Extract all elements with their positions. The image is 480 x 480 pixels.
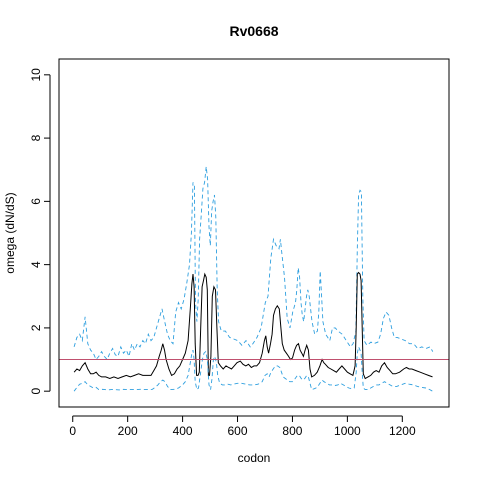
x-axis: 0 200 400 600 800 1000 1200 — [69, 415, 416, 438]
y-tick-label: 2 — [29, 324, 43, 331]
series-line-lower-bound — [73, 345, 433, 392]
x-tick-label: 200 — [118, 424, 138, 438]
y-tick-label: 4 — [29, 261, 43, 268]
plot-frame — [58, 58, 450, 408]
y-axis-label: omega (dN/dS) — [3, 192, 17, 273]
x-axis-label: codon — [238, 451, 271, 465]
y-tick-label: 8 — [29, 134, 43, 141]
chart-title: Rv0668 — [229, 23, 278, 39]
x-tick-label: 400 — [173, 424, 193, 438]
x-tick-label: 0 — [69, 424, 76, 438]
y-tick-label: 10 — [29, 68, 43, 82]
series-layer — [59, 166, 449, 392]
series-line-estimate — [73, 271, 433, 380]
x-tick-label: 800 — [282, 424, 302, 438]
y-axis: 0 2 4 6 8 10 — [29, 68, 51, 395]
y-tick-label: 0 — [29, 388, 43, 395]
x-tick-label: 1000 — [334, 424, 361, 438]
series-line-upper-bound — [73, 166, 434, 361]
x-tick-label: 600 — [228, 424, 248, 438]
y-tick-label: 6 — [29, 198, 43, 205]
x-tick-label: 1200 — [389, 424, 416, 438]
